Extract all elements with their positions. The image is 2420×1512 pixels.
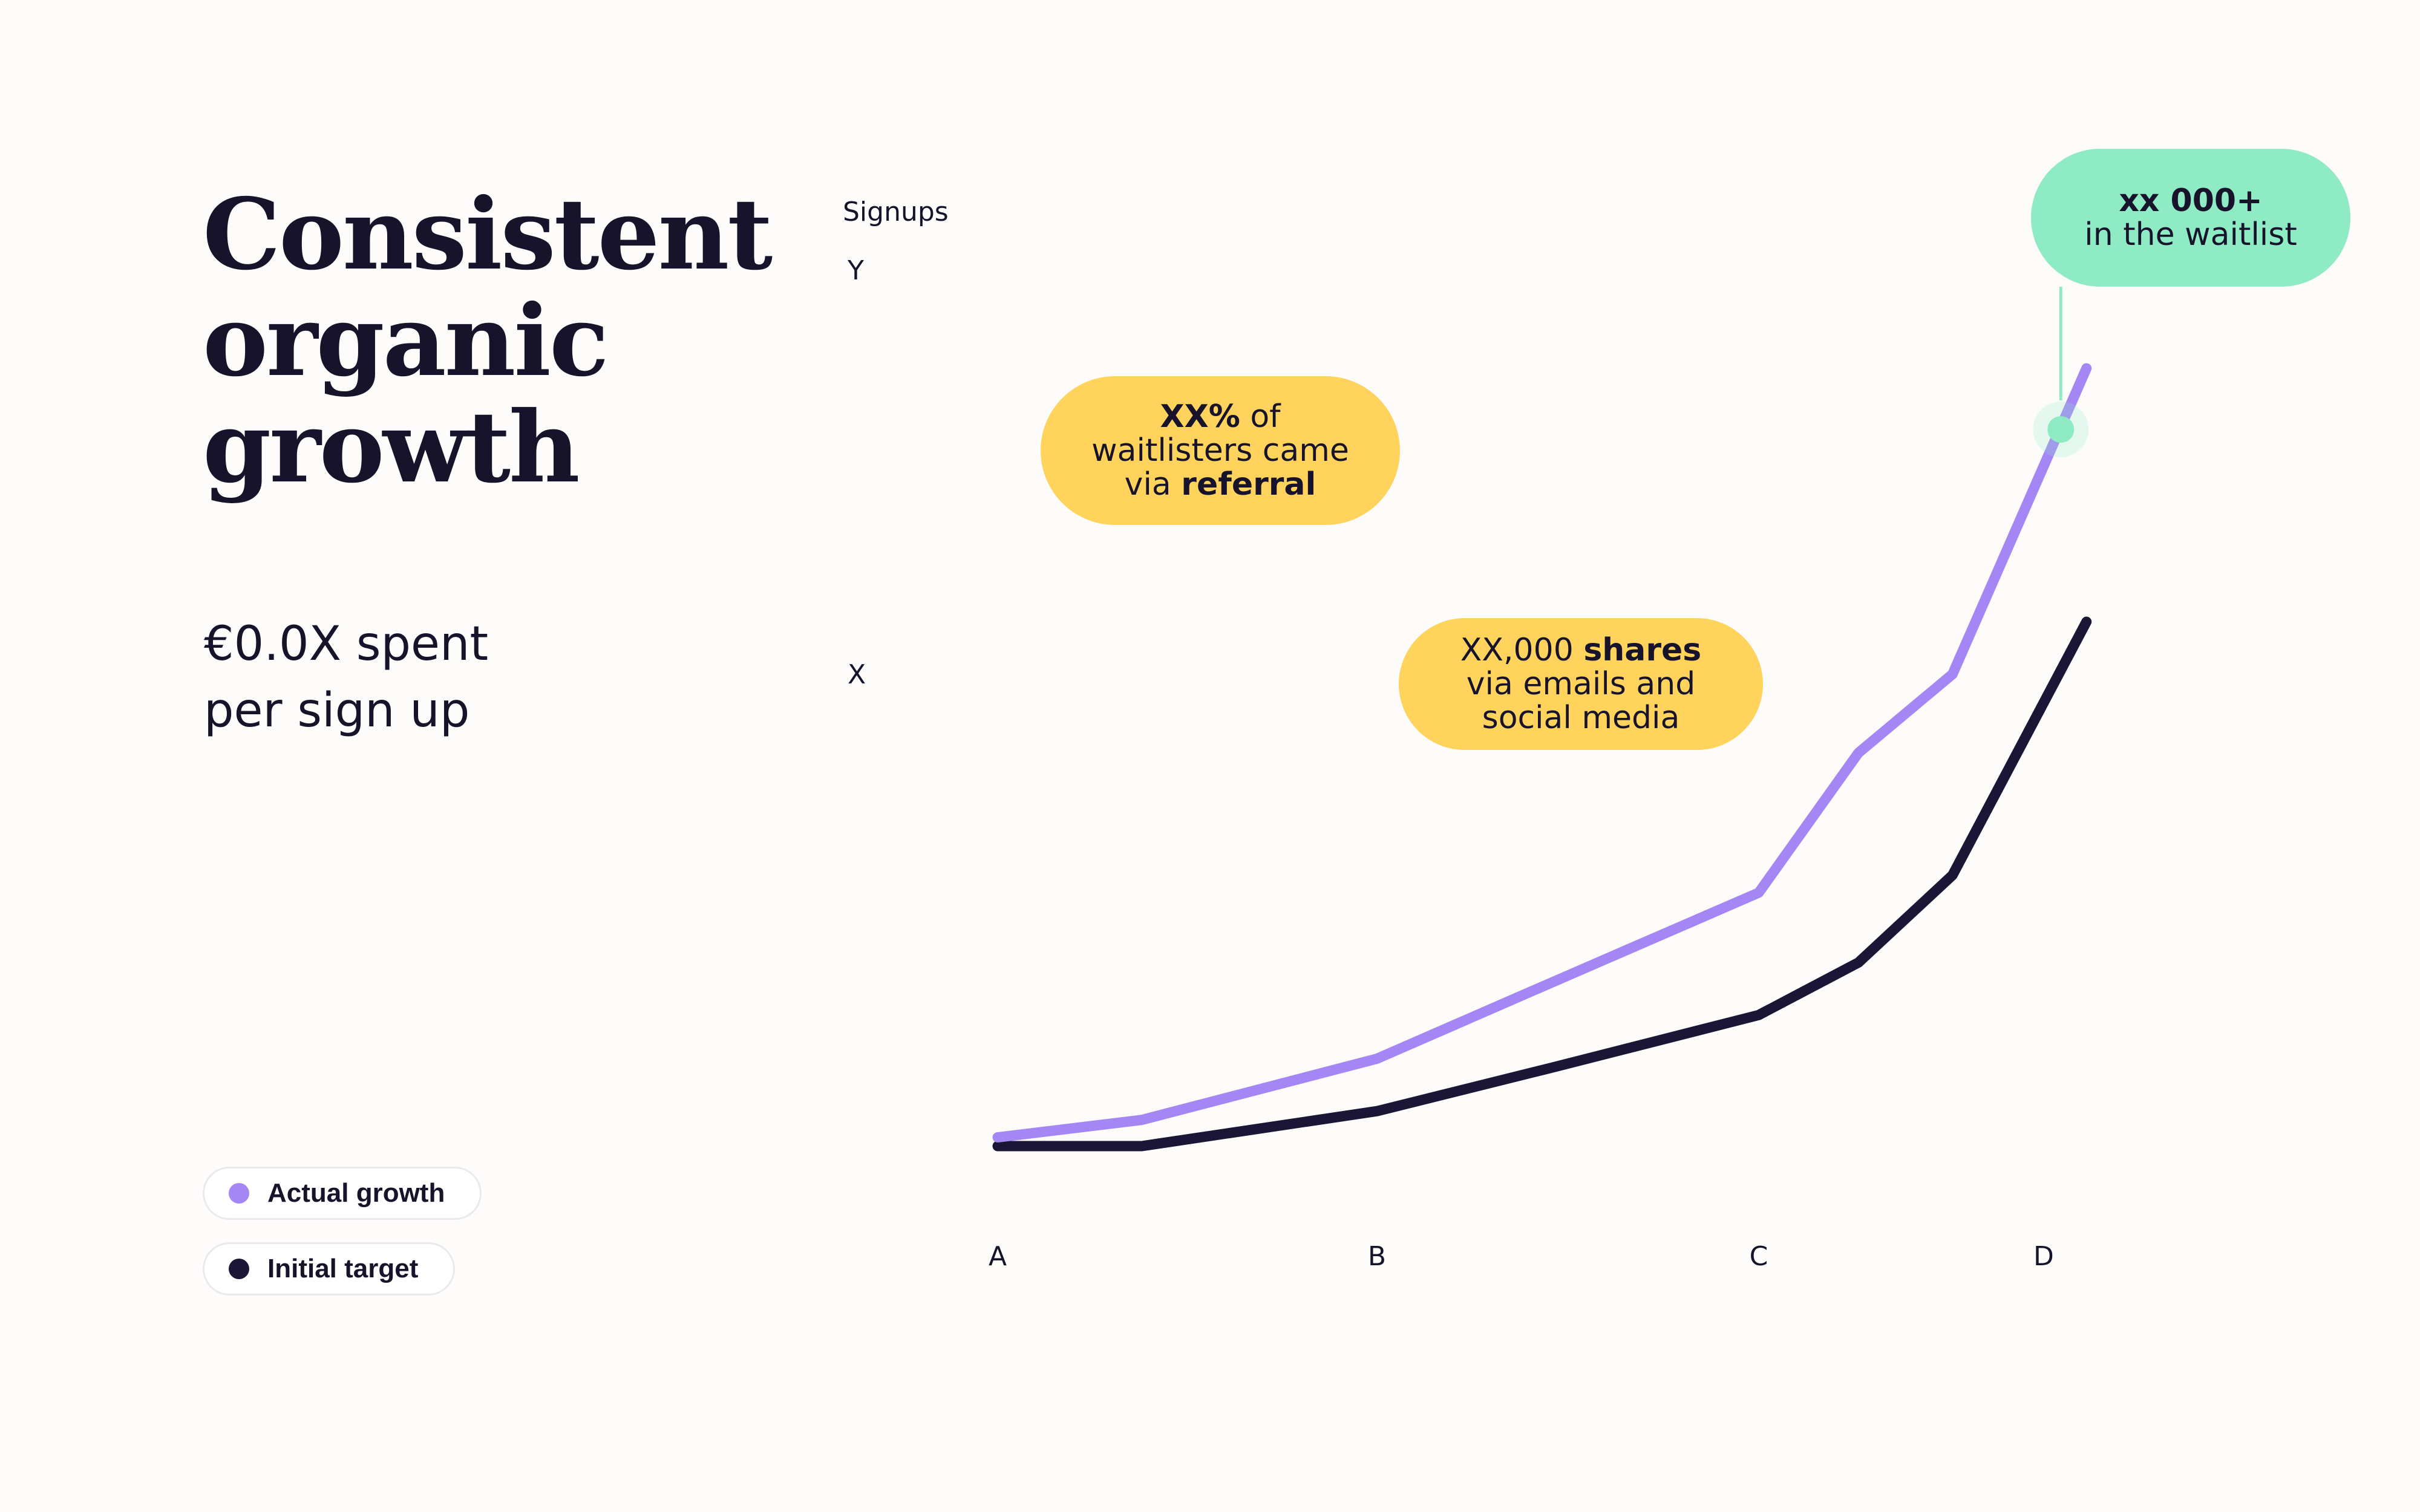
- x-tick-label: A: [988, 1241, 1007, 1272]
- title-line-2: organic: [203, 284, 609, 399]
- highlight-data-point: [2047, 416, 2075, 443]
- legend-swatch-actual-growth: [229, 1183, 249, 1204]
- actual-growth-line: [992, 363, 2092, 1142]
- referral-annotation-bold: XX%: [1160, 399, 1240, 435]
- legend-item-actual-growth: Actual growth: [203, 1167, 482, 1220]
- waitlist-annotation-bold: xx 000+: [2119, 183, 2263, 219]
- initial-target-line: [992, 616, 2092, 1152]
- y-tick-label: X: [848, 659, 866, 690]
- shares-annotation-line-3: social media: [1482, 700, 1680, 736]
- cost-per-signup: €0.0X spent per sign up: [204, 611, 688, 744]
- title-line-3: growth: [203, 390, 580, 505]
- waitlist-annotation: xx 000+ in the waitlist: [2031, 149, 2350, 287]
- referral-annotation-text: of: [1240, 399, 1281, 435]
- legend-label-actual-growth: Actual growth: [267, 1178, 445, 1208]
- legend-swatch-initial-target: [229, 1259, 249, 1279]
- referral-annotation: XX% of waitlisters came via referral: [1041, 376, 1400, 525]
- waitlist-annotation-line-2: in the waitlist: [2084, 217, 2297, 253]
- shares-annotation-line-2: via emails and: [1466, 666, 1696, 702]
- page-title: Consistent organic growth: [203, 181, 808, 501]
- x-tick-label: B: [1367, 1241, 1387, 1272]
- x-tick-label: C: [1749, 1241, 1768, 1272]
- referral-annotation-line-3-bold: referral: [1181, 466, 1316, 503]
- shares-annotation-text: XX,000: [1460, 632, 1584, 668]
- shares-annotation: XX,000 shares via emails and social medi…: [1399, 618, 1763, 750]
- referral-annotation-line-2: waitlisters came: [1091, 432, 1349, 469]
- legend-label-initial-target: Initial target: [267, 1254, 419, 1283]
- y-tick-label: Y: [848, 255, 864, 286]
- x-tick-label: D: [2033, 1241, 2054, 1272]
- y-axis-title: Signups: [843, 197, 949, 227]
- cost-per-signup-line-1: €0.0X spent: [204, 617, 489, 671]
- shares-annotation-bold: shares: [1583, 632, 1702, 668]
- title-line-1: Consistent: [203, 177, 773, 292]
- cost-per-signup-line-2: per sign up: [204, 683, 470, 738]
- legend-item-initial-target: Initial target: [203, 1242, 456, 1295]
- referral-annotation-line-3: via: [1124, 466, 1182, 503]
